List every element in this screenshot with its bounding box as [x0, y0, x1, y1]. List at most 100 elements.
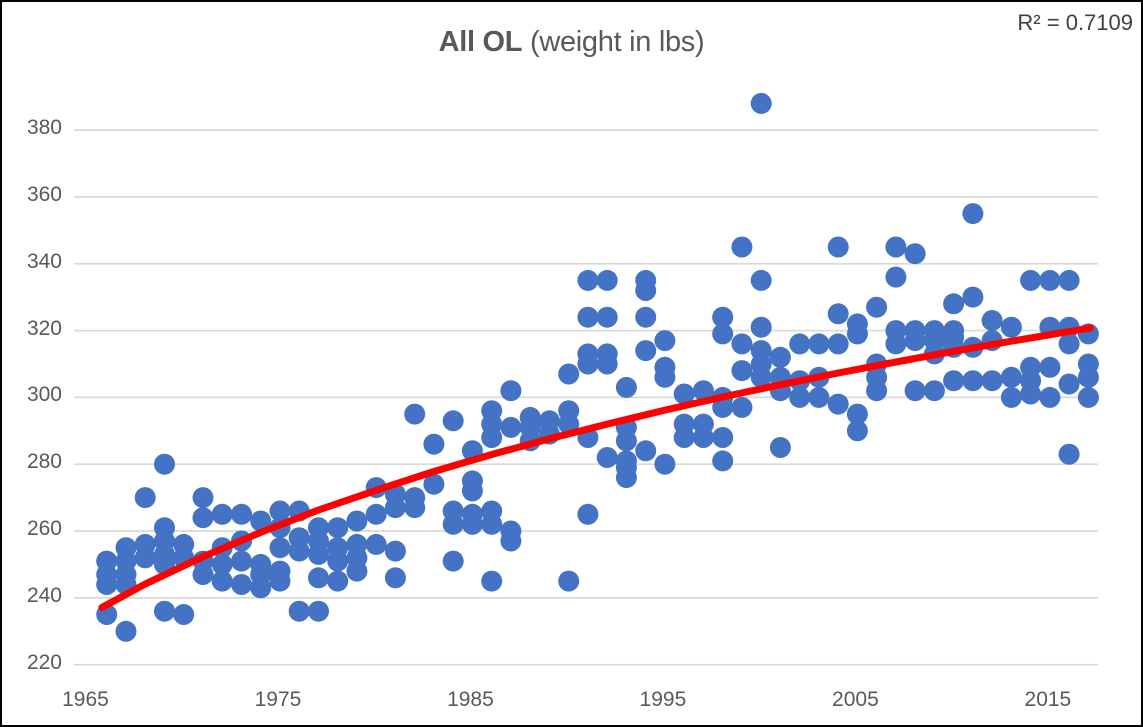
data-point: [846, 420, 868, 442]
data-point: [846, 323, 868, 345]
data-point: [673, 383, 695, 405]
data-point: [461, 480, 483, 502]
data-point: [115, 620, 137, 642]
data-point: [635, 440, 657, 462]
data-point: [1077, 386, 1099, 408]
data-point: [943, 370, 965, 392]
data-point: [231, 503, 252, 525]
data-point: [211, 570, 233, 592]
data-point: [481, 570, 503, 592]
data-point: [211, 503, 233, 525]
data-point: [346, 510, 368, 532]
y-axis-tick-label-260: 260: [26, 517, 62, 541]
data-point: [1020, 269, 1042, 291]
data-point: [481, 513, 503, 535]
x-axis-tick-label-1985: 1985: [447, 688, 494, 711]
chart-title-regular: (weight in lbs): [522, 26, 705, 58]
data-point: [635, 340, 657, 362]
data-point: [635, 306, 657, 328]
data-point: [577, 503, 599, 525]
data-point: [192, 487, 214, 509]
data-point: [442, 550, 464, 572]
data-point: [308, 567, 329, 589]
data-point: [577, 306, 599, 328]
chart-title-bold: All OL: [438, 26, 523, 58]
data-point: [962, 370, 984, 392]
data-point: [134, 547, 156, 569]
data-point: [827, 333, 849, 355]
data-point: [269, 570, 291, 592]
data-point: [673, 427, 695, 448]
data-point: [558, 363, 580, 385]
data-point: [750, 316, 772, 338]
data-point: [615, 376, 637, 398]
scatter-markers: [96, 92, 1099, 642]
data-point: [789, 333, 811, 355]
data-point: [904, 380, 926, 402]
data-point: [423, 433, 445, 455]
data-point: [789, 386, 811, 408]
data-point: [731, 396, 753, 418]
data-point: [192, 564, 214, 585]
y-axis-tick-label-360: 360: [26, 182, 62, 206]
y-axis-tick-label-300: 300: [26, 383, 62, 407]
data-point: [500, 380, 522, 402]
trendline: [98, 324, 1094, 611]
data-point: [981, 310, 1003, 331]
data-point: [211, 553, 233, 575]
data-point: [288, 600, 310, 622]
x-axis-tick-label-2005: 2005: [832, 688, 879, 711]
data-point: [461, 513, 483, 535]
data-point: [500, 530, 522, 552]
data-point: [885, 333, 907, 355]
data-point: [577, 269, 599, 291]
data-point: [327, 517, 349, 539]
y-axis-tick-label-380: 380: [26, 116, 62, 140]
data-point: [904, 243, 926, 265]
data-point: [404, 403, 426, 425]
data-point: [635, 280, 657, 301]
data-point: [384, 540, 406, 562]
data-point: [1000, 316, 1022, 338]
data-point: [808, 386, 830, 408]
data-point: [692, 380, 714, 402]
data-point: [885, 236, 907, 258]
data-point: [500, 416, 522, 438]
data-point: [654, 330, 676, 352]
data-point: [558, 570, 580, 592]
x-axis-tick-label-1995: 1995: [639, 688, 687, 711]
data-point: [231, 550, 252, 572]
y-axis-tick-label-320: 320: [26, 316, 62, 340]
x-axis-tick-label-2015: 2015: [1024, 688, 1072, 711]
data-point: [923, 380, 945, 402]
data-point: [404, 497, 426, 519]
data-point: [154, 453, 175, 475]
data-point: [269, 537, 291, 559]
data-point: [250, 577, 272, 599]
data-point: [308, 543, 329, 565]
data-point: [904, 330, 926, 352]
data-point: [1000, 386, 1022, 408]
data-point: [866, 380, 888, 402]
data-point: [692, 427, 714, 448]
data-point: [615, 467, 637, 489]
data-point: [731, 360, 753, 382]
data-point: [231, 574, 252, 595]
data-point: [1020, 383, 1042, 405]
r-squared-annotation: R² = 0.7109: [1017, 10, 1133, 35]
x-axis-tick-label-1975: 1975: [254, 688, 302, 711]
data-point: [134, 487, 156, 509]
data-point: [654, 453, 676, 475]
data-point: [327, 550, 349, 572]
data-point: [1039, 386, 1061, 408]
data-point: [615, 430, 637, 452]
data-point: [577, 353, 599, 375]
data-point: [962, 203, 984, 225]
data-point: [769, 346, 791, 368]
data-point: [731, 333, 753, 355]
data-point: [1000, 366, 1022, 388]
data-point: [1058, 333, 1080, 355]
data-point: [346, 560, 368, 582]
